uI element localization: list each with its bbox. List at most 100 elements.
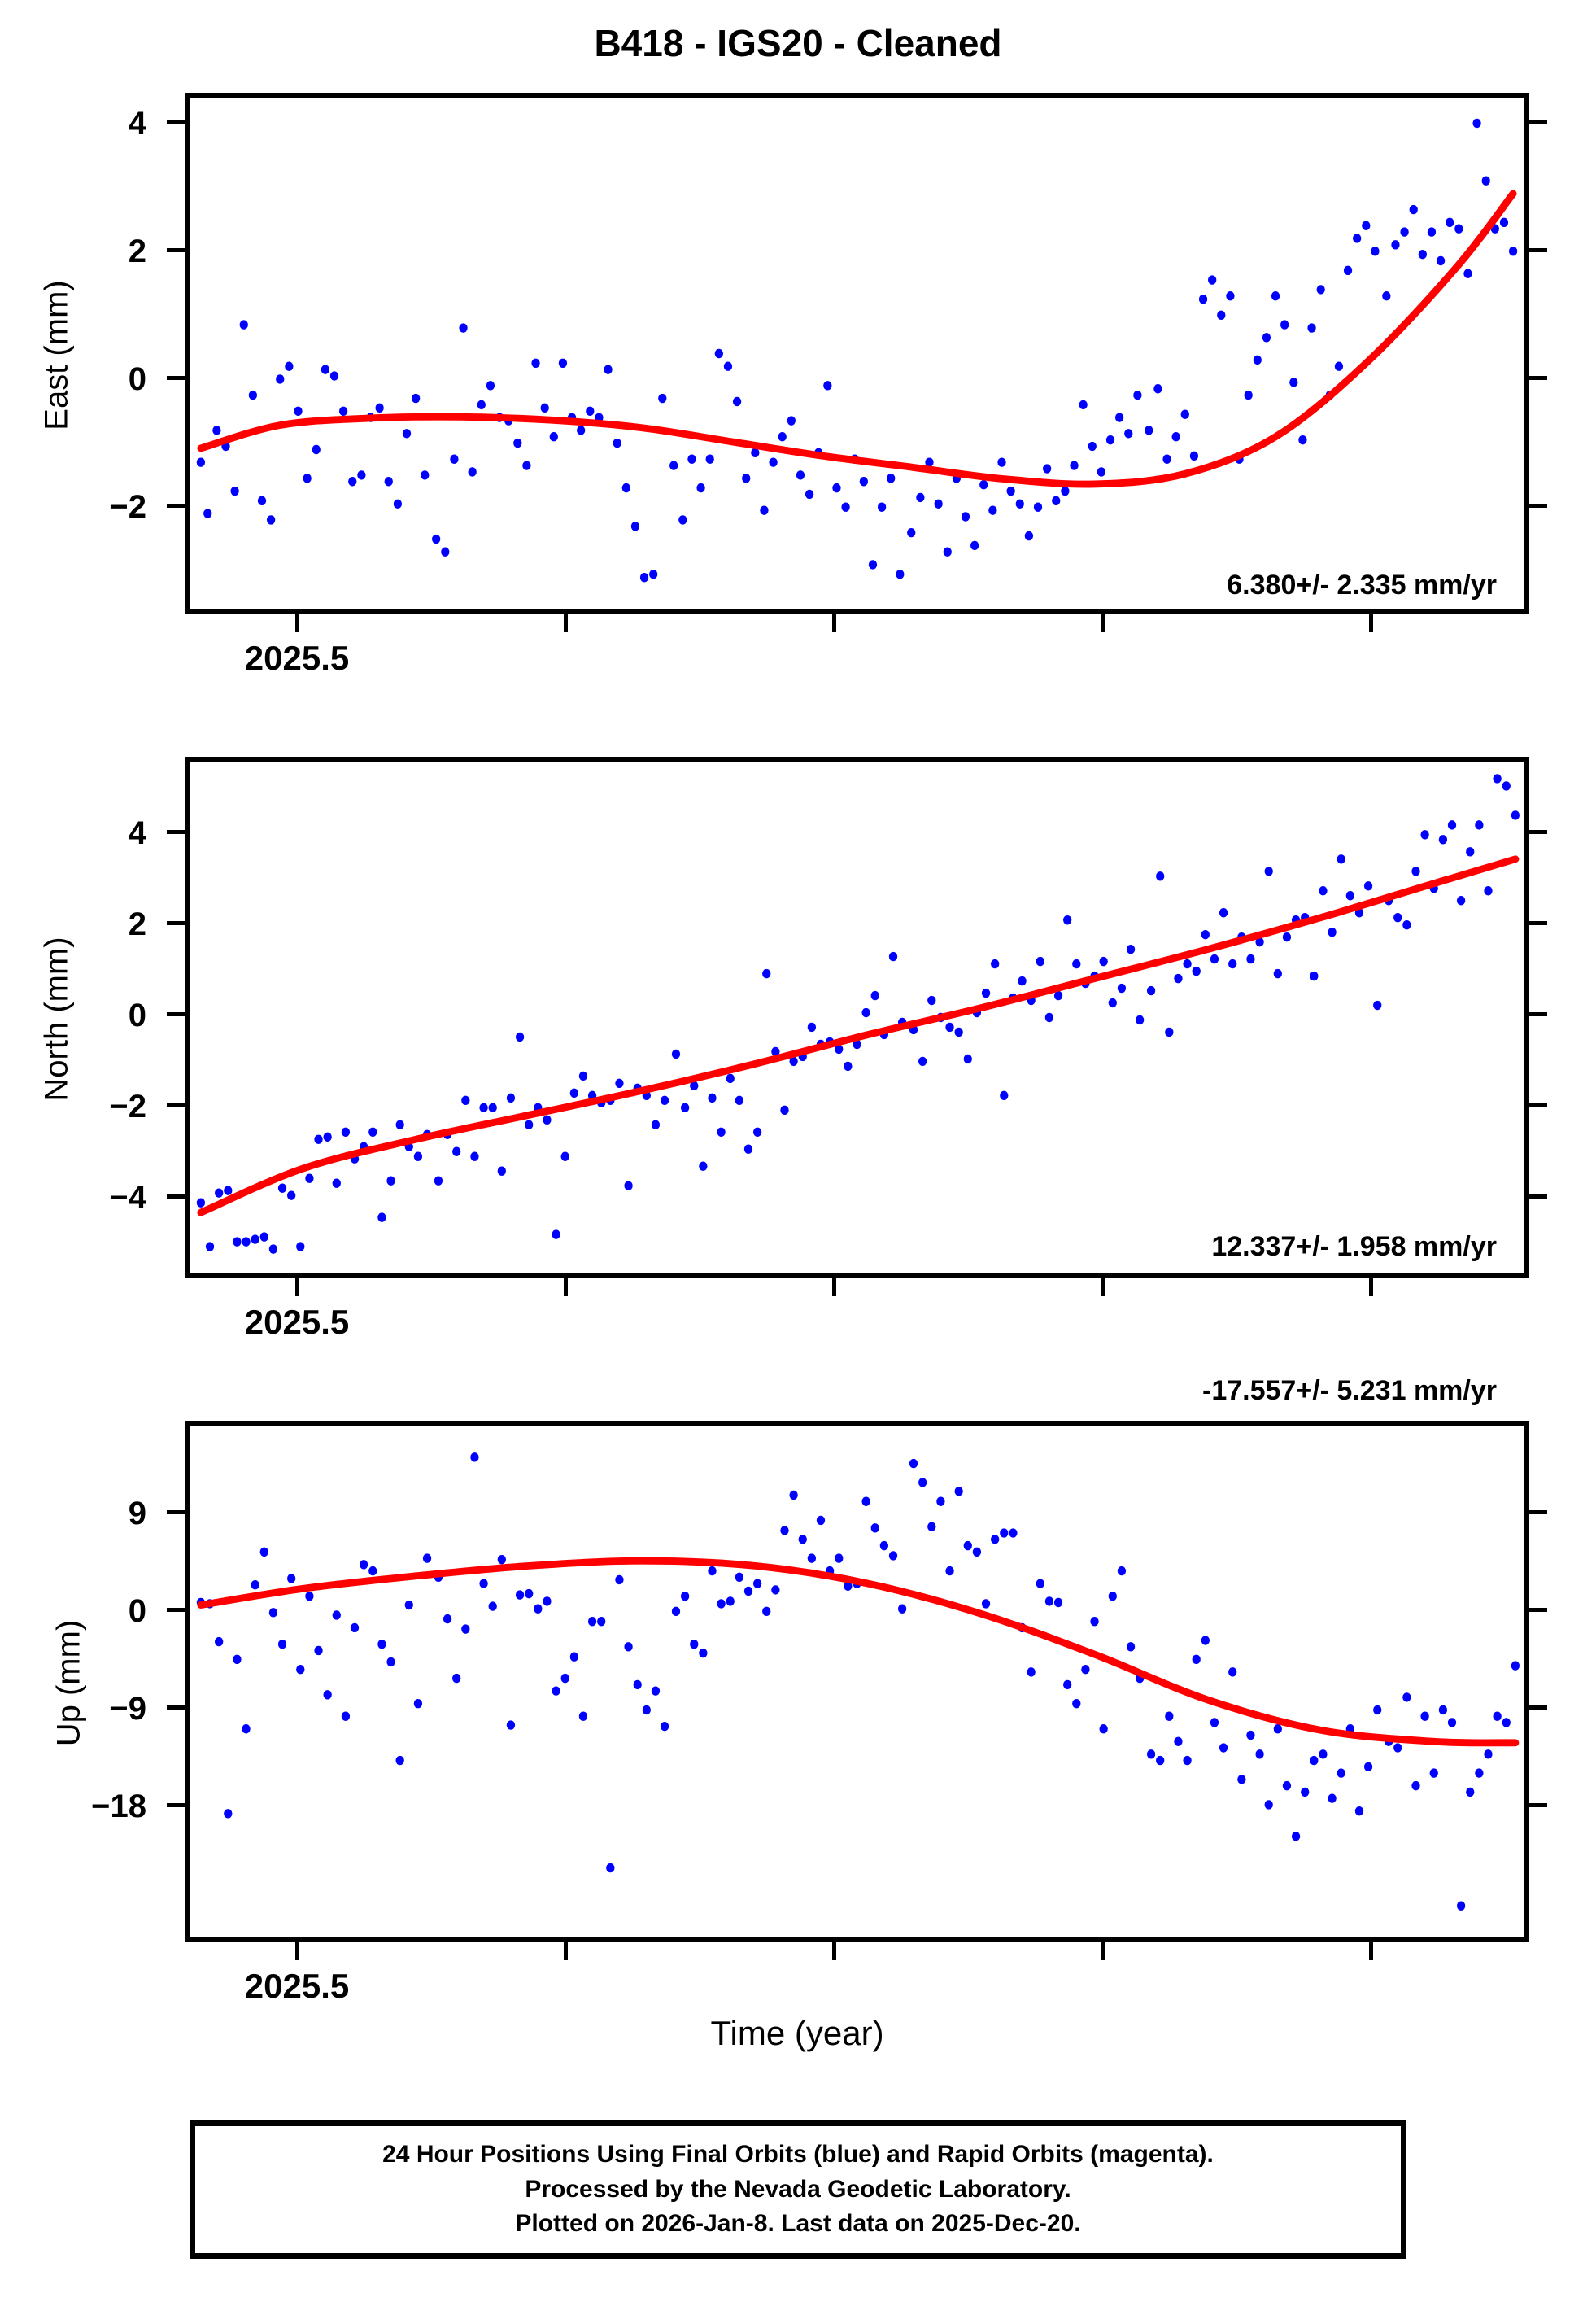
data-point — [1171, 432, 1180, 442]
data-point — [1429, 1768, 1438, 1778]
up-xtick-mark-4 — [1369, 1942, 1373, 1960]
east-ytick-mark-1 — [167, 248, 185, 252]
data-point — [870, 990, 879, 1001]
data-point — [743, 1586, 753, 1596]
north-ytick-mark-right-3 — [1529, 1103, 1547, 1107]
data-point — [1362, 221, 1371, 230]
data-point — [699, 1648, 708, 1658]
data-point — [386, 1176, 395, 1186]
data-point — [907, 527, 916, 538]
data-point — [413, 1151, 423, 1161]
data-point — [242, 1237, 251, 1247]
data-point — [294, 406, 303, 416]
data-point — [708, 1566, 717, 1576]
data-point — [1282, 932, 1292, 942]
north-ytick-mark-0 — [167, 830, 185, 834]
data-point — [266, 515, 276, 525]
data-point — [771, 1585, 780, 1595]
data-point — [1466, 847, 1475, 857]
data-point — [411, 393, 421, 404]
data-point — [1301, 1787, 1310, 1797]
data-point — [1145, 426, 1153, 435]
data-point — [1072, 1698, 1081, 1709]
data-point — [368, 1127, 377, 1137]
data-point — [468, 467, 477, 477]
data-point — [732, 396, 742, 407]
data-point — [988, 505, 997, 515]
data-point — [1072, 959, 1081, 969]
data-point — [735, 1572, 744, 1583]
data-point — [1508, 247, 1518, 256]
north-rate-annotation: 12.337+/- 1.958 mm/yr — [1211, 1231, 1497, 1262]
data-point — [1438, 835, 1448, 845]
east-ytick-label-1: 2 — [128, 234, 146, 269]
data-point — [1273, 968, 1282, 979]
data-point — [578, 1071, 588, 1081]
data-point — [312, 444, 321, 455]
data-point — [452, 1146, 461, 1156]
data-point — [348, 477, 357, 487]
data-point — [789, 1490, 798, 1500]
data-point — [1255, 1749, 1264, 1759]
data-point — [441, 547, 450, 557]
data-point — [1493, 774, 1502, 784]
data-point — [1447, 1718, 1457, 1727]
data-point — [558, 358, 568, 368]
data-point — [522, 461, 531, 470]
data-point — [1463, 269, 1472, 278]
data-point — [639, 572, 649, 583]
data-point — [287, 1190, 296, 1200]
data-point — [248, 390, 258, 400]
data-point — [1373, 1000, 1382, 1011]
data-point — [1183, 1755, 1192, 1766]
data-point — [323, 1690, 332, 1700]
data-point — [214, 1636, 224, 1647]
east-ytick-mark-0 — [167, 120, 185, 124]
data-point — [332, 1178, 341, 1188]
data-point — [1210, 1718, 1219, 1727]
data-point — [769, 457, 778, 467]
up-fit-line — [197, 1557, 1520, 1747]
data-point — [1371, 247, 1380, 256]
east-ytick-label-0: 4 — [128, 106, 146, 142]
data-point — [1436, 255, 1446, 266]
data-point — [972, 1547, 982, 1557]
east-xtick-mark-2 — [832, 614, 836, 632]
data-point — [1253, 355, 1262, 365]
east-axis-label: East (mm) — [38, 280, 75, 430]
data-point — [1217, 310, 1226, 321]
up-plot-area — [196, 1452, 1520, 1911]
east-data-points — [196, 118, 1518, 583]
data-point — [1438, 1705, 1448, 1715]
data-point — [1124, 429, 1133, 439]
data-point — [1456, 896, 1466, 906]
data-point — [990, 959, 1000, 969]
north-ytick-mark-right-0 — [1529, 830, 1547, 834]
data-point — [963, 1540, 972, 1551]
data-point — [1226, 291, 1235, 301]
data-point — [615, 1574, 624, 1585]
data-point — [224, 1809, 233, 1819]
data-point — [624, 1642, 633, 1652]
data-point — [844, 1581, 853, 1591]
data-point — [377, 1639, 386, 1649]
data-point — [1044, 1596, 1054, 1606]
data-point — [1316, 285, 1325, 295]
data-point — [1027, 1667, 1036, 1677]
data-point — [805, 489, 814, 500]
data-point — [1237, 1775, 1246, 1784]
data-point — [844, 1061, 853, 1072]
data-point — [723, 361, 733, 371]
up-ytick-mark-right-2 — [1529, 1705, 1547, 1710]
data-point — [586, 406, 595, 416]
data-point — [780, 1105, 789, 1116]
up-xtick-mark-1 — [564, 1942, 568, 1960]
data-point — [927, 1522, 936, 1531]
north-ytick-label-0: 4 — [128, 815, 146, 851]
up-xtick-label: 2025.5 — [244, 1967, 350, 2005]
data-point — [1354, 1806, 1364, 1816]
data-point — [606, 1863, 615, 1873]
data-point — [196, 1198, 206, 1208]
data-point — [560, 1151, 569, 1161]
